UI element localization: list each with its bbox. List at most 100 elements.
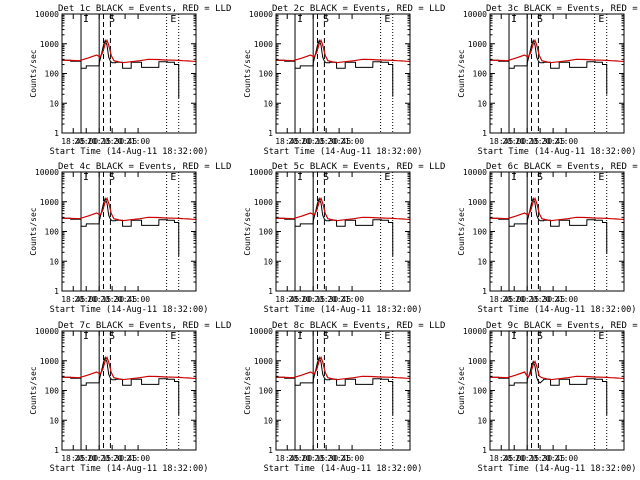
- marker-S: S: [537, 14, 543, 25]
- x-tick-label: 20:15: [515, 454, 539, 463]
- x-axis-label: Start Time (14-Aug-11 18:32:00): [50, 464, 209, 474]
- series-events: [62, 355, 180, 416]
- y-tick-label: 100: [45, 70, 60, 79]
- y-tick-label: 10000: [463, 327, 487, 336]
- y-tick-label: 10000: [249, 10, 273, 19]
- x-tick-label: 20:15: [87, 137, 111, 146]
- y-tick-label: 100: [259, 70, 274, 79]
- x-tick-label: 21:00: [554, 454, 578, 463]
- y-tick-label: 10: [49, 416, 59, 425]
- x-tick-label: 21:00: [126, 137, 150, 146]
- marker-E: E: [598, 331, 604, 342]
- x-tick-label: 20:30: [314, 295, 338, 304]
- marker-E: E: [170, 14, 176, 25]
- series-lld: [62, 196, 196, 222]
- x-tick-label: 20:00: [74, 295, 98, 304]
- marker-S: S: [109, 14, 115, 25]
- x-tick-label: 20:45: [541, 137, 565, 146]
- x-tick-label: 20:45: [327, 454, 351, 463]
- series-lld: [276, 38, 410, 64]
- y-tick-label: 1: [268, 287, 273, 296]
- y-tick-label: 100: [259, 228, 274, 237]
- x-tick-label: 20:45: [541, 295, 565, 304]
- x-tick-label: 20:00: [502, 137, 526, 146]
- x-tick-label: 20:45: [113, 137, 137, 146]
- x-tick-label: 20:00: [74, 454, 98, 463]
- x-tick-label: 18:45: [489, 137, 513, 146]
- y-tick-label: 1: [268, 129, 273, 138]
- x-tick-label: 20:00: [74, 137, 98, 146]
- x-axis-label: Start Time (14-Aug-11 18:32:00): [50, 305, 209, 315]
- x-tick-label: 18:45: [275, 137, 299, 146]
- x-tick-label: 20:30: [528, 454, 552, 463]
- panel-title: Det 8c BLACK = Events, RED = LLD: [272, 321, 445, 331]
- series-events: [490, 360, 608, 416]
- x-tick-label: 21:00: [126, 454, 150, 463]
- y-tick-label: 100: [473, 70, 488, 79]
- marker-I: I: [297, 14, 303, 25]
- panel-title: Det 3c BLACK = Events, RED = LLD: [486, 4, 640, 14]
- series-lld: [490, 360, 624, 381]
- marker-S: S: [323, 331, 329, 342]
- marker-E: E: [384, 14, 390, 25]
- y-axis-label: Counts/sec: [457, 207, 466, 255]
- x-tick-label: 20:00: [502, 454, 526, 463]
- panel-title: Det 2c BLACK = Events, RED = LLD: [272, 4, 445, 14]
- x-axis-label: Start Time (14-Aug-11 18:32:00): [50, 147, 209, 157]
- y-axis-label: Counts/sec: [243, 366, 252, 414]
- y-tick-label: 10: [477, 257, 487, 266]
- x-tick-label: 20:45: [113, 454, 137, 463]
- series-lld: [490, 196, 624, 222]
- x-tick-label: 20:15: [301, 295, 325, 304]
- series-events: [490, 38, 608, 95]
- series-lld: [62, 38, 196, 64]
- x-tick-label: 20:15: [515, 137, 539, 146]
- marker-E: E: [384, 172, 390, 183]
- x-tick-label: 20:15: [301, 454, 325, 463]
- series-events: [490, 196, 608, 254]
- marker-S: S: [323, 14, 329, 25]
- x-tick-label: 20:45: [113, 295, 137, 304]
- x-axis-label: Start Time (14-Aug-11 18:32:00): [478, 305, 637, 315]
- y-axis-label: Counts/sec: [457, 49, 466, 97]
- x-tick-label: 20:30: [100, 454, 124, 463]
- x-tick-label: 20:00: [288, 137, 312, 146]
- y-tick-label: 1: [482, 129, 487, 138]
- y-tick-label: 1000: [254, 357, 273, 366]
- marker-I: I: [511, 14, 517, 25]
- y-tick-label: 10: [263, 99, 273, 108]
- y-tick-label: 1: [268, 446, 273, 455]
- y-axis-label: Counts/sec: [29, 49, 38, 97]
- y-tick-label: 1: [482, 446, 487, 455]
- y-axis-label: Counts/sec: [457, 366, 466, 414]
- x-tick-label: 20:30: [314, 137, 338, 146]
- marker-S: S: [537, 172, 543, 183]
- x-tick-label: 18:45: [61, 137, 85, 146]
- series-events: [276, 196, 394, 257]
- y-tick-label: 10000: [35, 10, 59, 19]
- marker-I: I: [297, 172, 303, 183]
- y-axis-label: Counts/sec: [29, 366, 38, 414]
- y-tick-label: 1: [54, 129, 59, 138]
- y-axis-label: Counts/sec: [29, 207, 38, 255]
- panel-title: Det 7c BLACK = Events, RED = LLD: [58, 321, 231, 331]
- series-events: [62, 38, 180, 99]
- x-tick-label: 20:30: [100, 137, 124, 146]
- y-tick-label: 100: [259, 387, 274, 396]
- x-tick-label: 20:15: [515, 295, 539, 304]
- y-tick-label: 100: [473, 228, 488, 237]
- panel-title: Det 4c BLACK = Events, RED = LLD: [58, 162, 231, 172]
- x-tick-label: 21:00: [340, 295, 364, 304]
